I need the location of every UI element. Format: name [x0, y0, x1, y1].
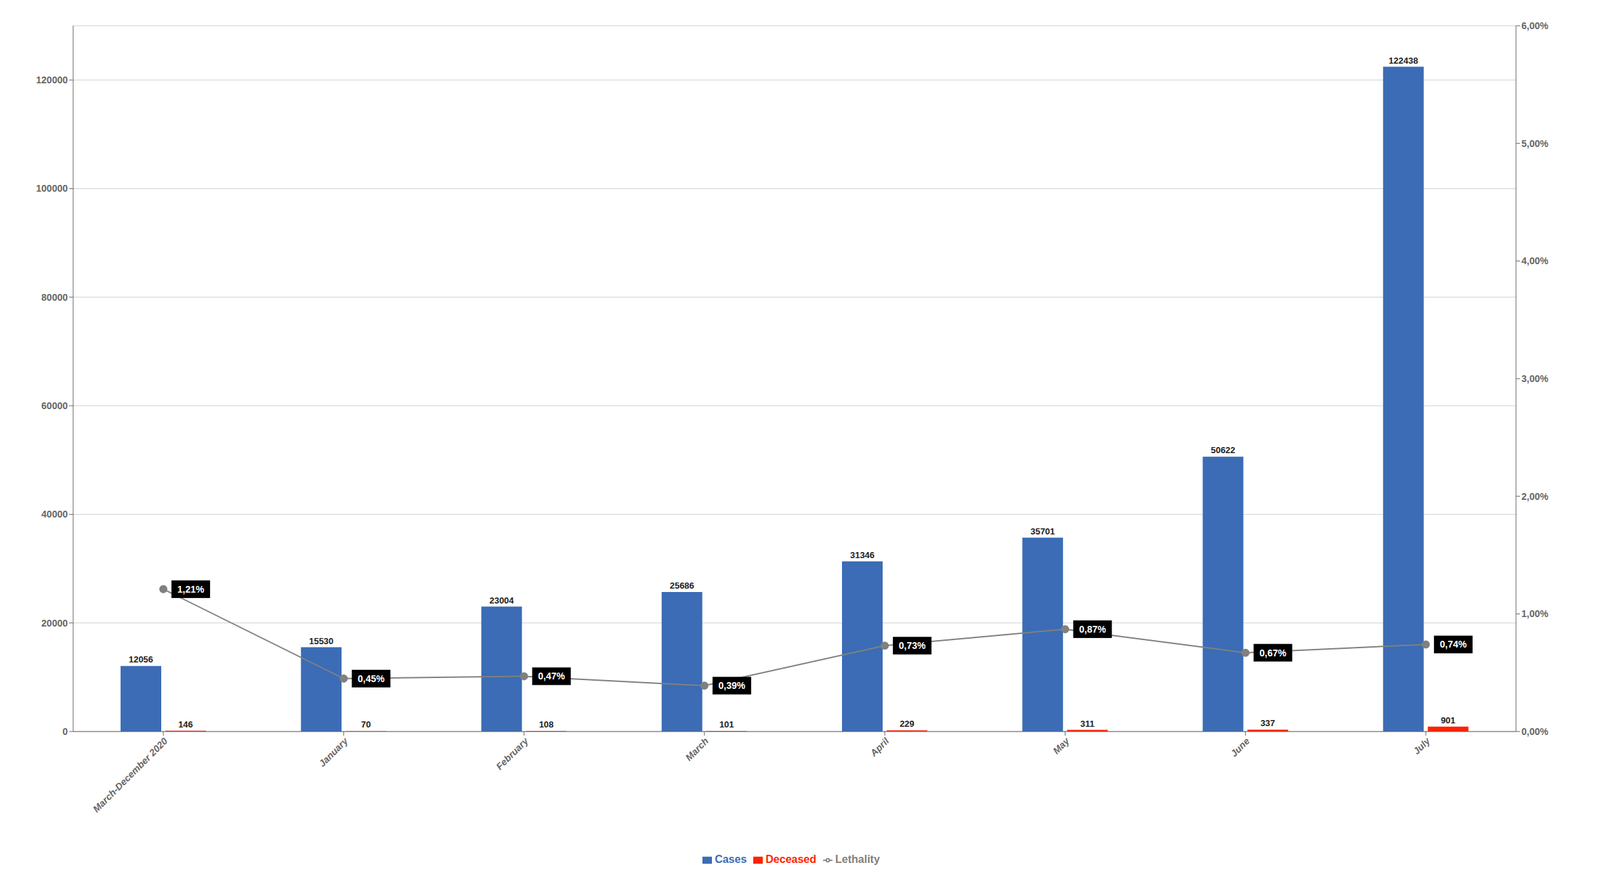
- svg-text:0,74%: 0,74%: [1440, 638, 1468, 650]
- svg-text:July: July: [1411, 734, 1433, 757]
- svg-text:0,45%: 0,45%: [357, 673, 385, 685]
- svg-text:229: 229: [899, 718, 915, 729]
- svg-text:35701: 35701: [1030, 526, 1055, 537]
- html-text:Deceased: Deceased: [765, 853, 817, 866]
- svg-text:January: January: [316, 734, 351, 769]
- svg-text:2,00%: 2,00%: [1521, 491, 1549, 502]
- svg-text:100000: 100000: [35, 182, 68, 194]
- svg-text:May: May: [1050, 734, 1072, 756]
- svg-text:12056: 12056: [128, 654, 154, 665]
- svg-text:1,21%: 1,21%: [177, 583, 205, 595]
- svg-text:March: March: [683, 735, 711, 763]
- svg-text:April: April: [867, 734, 892, 759]
- svg-text:120000: 120000: [35, 74, 68, 86]
- svg-text:15530: 15530: [308, 636, 334, 647]
- svg-text:25686: 25686: [669, 580, 695, 591]
- svg-text:0,87%: 0,87%: [1079, 623, 1107, 635]
- svg-text:108: 108: [539, 719, 555, 730]
- svg-text:1,00%: 1,00%: [1521, 608, 1549, 620]
- svg-text:0,00%: 0,00%: [1521, 726, 1549, 738]
- svg-text:5,00%: 5,00%: [1521, 138, 1549, 150]
- svg-text:0,73%: 0,73%: [898, 640, 926, 651]
- svg-text:0,67%: 0,67%: [1259, 647, 1287, 659]
- svg-text:March-December 2020: March-December 2020: [90, 735, 171, 815]
- svg-text:60000: 60000: [41, 400, 68, 412]
- svg-text:40000: 40000: [41, 508, 68, 520]
- svg-text:0: 0: [62, 726, 68, 738]
- svg-text:0,47%: 0,47%: [537, 670, 565, 682]
- svg-text:February: February: [493, 734, 532, 773]
- svg-text:20000: 20000: [41, 617, 68, 629]
- svg-text:3,00%: 3,00%: [1521, 373, 1549, 385]
- svg-text:31346: 31346: [850, 550, 875, 561]
- svg-text:101: 101: [719, 719, 735, 730]
- svg-text:6,00%: 6,00%: [1521, 20, 1549, 32]
- svg-text:23004: 23004: [489, 595, 515, 606]
- svg-text:901: 901: [1440, 715, 1456, 726]
- svg-text:122438: 122438: [1388, 55, 1418, 66]
- html-text:Lethality: Lethality: [835, 853, 880, 866]
- svg-text:4,00%: 4,00%: [1521, 255, 1549, 267]
- svg-text:337: 337: [1260, 718, 1276, 729]
- svg-text:0,39%: 0,39%: [718, 680, 746, 691]
- svg-text:80000: 80000: [41, 291, 68, 303]
- svg-text:311: 311: [1080, 718, 1095, 729]
- svg-text:146: 146: [178, 719, 194, 730]
- html-text:Cases: Cases: [714, 853, 747, 866]
- svg-text:50622: 50622: [1210, 445, 1235, 456]
- svg-text:70: 70: [361, 719, 371, 730]
- svg-text:June: June: [1228, 735, 1252, 760]
